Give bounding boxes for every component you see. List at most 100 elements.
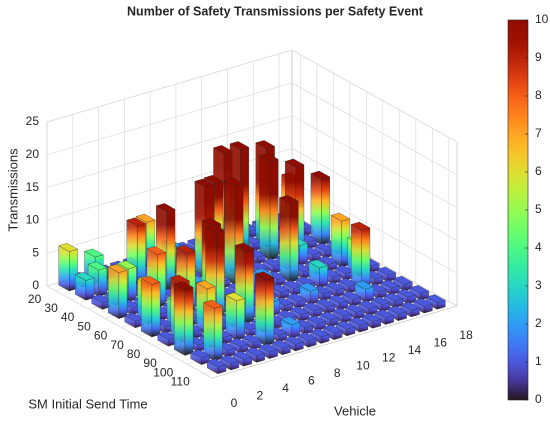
bar [374, 309, 395, 325]
bar-top [325, 281, 345, 291]
bar-face [321, 176, 330, 246]
bar-top [335, 320, 356, 330]
bar [140, 276, 161, 338]
bar [225, 292, 245, 341]
bar [348, 317, 369, 333]
bar-top [284, 158, 305, 168]
bar-face [137, 223, 146, 286]
bar-face [127, 266, 137, 303]
bar [335, 320, 356, 337]
y-tick-label: 90 [143, 356, 157, 370]
bar-top [282, 280, 303, 289]
y-tick-label: 80 [127, 347, 141, 361]
bar-top [223, 177, 244, 187]
bar-top [413, 298, 433, 307]
bar-top [146, 246, 167, 255]
bar-top [317, 255, 338, 265]
y-tick-label: 30 [44, 301, 58, 315]
bar-top [358, 300, 378, 309]
bar-top [157, 331, 177, 340]
bar-face [361, 227, 371, 290]
bar-top [332, 307, 352, 317]
bar-top [314, 242, 334, 252]
x-tick-label: 10 [356, 358, 370, 372]
bar-top [170, 274, 190, 284]
bar [332, 307, 352, 324]
bar-face [118, 270, 128, 319]
y-axis-label: SM Initial Send Time [28, 396, 147, 411]
bar-top [126, 217, 146, 227]
bar-top [213, 145, 233, 154]
bar-face [351, 224, 362, 290]
bar [400, 301, 420, 318]
y-tick-label: 40 [61, 310, 75, 324]
bar-top [299, 282, 319, 292]
bar-face [58, 245, 70, 292]
y-tick-label: 50 [77, 319, 91, 333]
bar-face [184, 287, 194, 356]
grid-line [46, 82, 458, 176]
z-tick-label: 10 [26, 213, 40, 227]
bar-top [229, 338, 249, 347]
bar-top [400, 301, 420, 311]
x-tick-label: 6 [308, 373, 315, 387]
bar-top [376, 266, 397, 276]
bar-top [203, 299, 223, 309]
bar-top [315, 298, 336, 308]
y-tick-label: 70 [110, 338, 124, 352]
bar [426, 294, 446, 310]
bar-top [319, 311, 339, 321]
grid-line [46, 148, 458, 241]
x-axis-label: Vehicle [334, 403, 376, 418]
x-tick-label: 8 [334, 366, 341, 380]
colorbar-tick-label: 8 [535, 88, 542, 102]
bar-top [396, 288, 417, 298]
bar-top [350, 221, 371, 231]
bar-top [262, 258, 283, 267]
bar-face [310, 173, 322, 246]
bar-top [194, 178, 215, 188]
bar-top [117, 260, 137, 270]
x-tick-label: 2 [256, 389, 263, 403]
x-tick-label: 0 [231, 396, 238, 410]
bar-top [302, 302, 323, 312]
colorbar-tick-label: 1 [535, 354, 542, 368]
bar-top [361, 313, 382, 322]
bar [279, 195, 299, 283]
bar-top [295, 276, 316, 286]
bar-top [271, 339, 291, 349]
z-tick-label: 5 [32, 245, 39, 259]
bar [206, 358, 227, 375]
bar [310, 328, 330, 344]
x-tick-label: 18 [459, 328, 473, 342]
bar-top [297, 332, 317, 341]
bar-face [289, 200, 299, 283]
y-tick-label: 100 [153, 365, 173, 379]
bar-top [58, 243, 78, 252]
x-tick-label: 14 [408, 343, 422, 357]
colorbar-tick-label: 6 [535, 164, 542, 178]
bar-face [255, 273, 266, 346]
bar [245, 347, 266, 363]
bar-top [308, 259, 329, 269]
bar-top [155, 203, 176, 212]
bar-top [206, 358, 227, 368]
bar [254, 271, 275, 346]
x-tick-label: 16 [434, 336, 448, 350]
bar [387, 305, 407, 321]
z-tick-label: 20 [26, 147, 40, 161]
bar [58, 243, 78, 292]
bar-top [135, 213, 156, 223]
bar-top [277, 310, 297, 319]
bar [259, 153, 279, 261]
bar-top [345, 304, 365, 313]
bar-face [214, 305, 223, 362]
bar-top [190, 349, 210, 359]
bar-face [108, 266, 119, 319]
z-axis-label: Transmissions [5, 148, 20, 232]
bar-top [393, 275, 413, 285]
bar-top [203, 175, 224, 184]
y-tick-label: 60 [94, 329, 108, 343]
bar-top [173, 281, 194, 290]
